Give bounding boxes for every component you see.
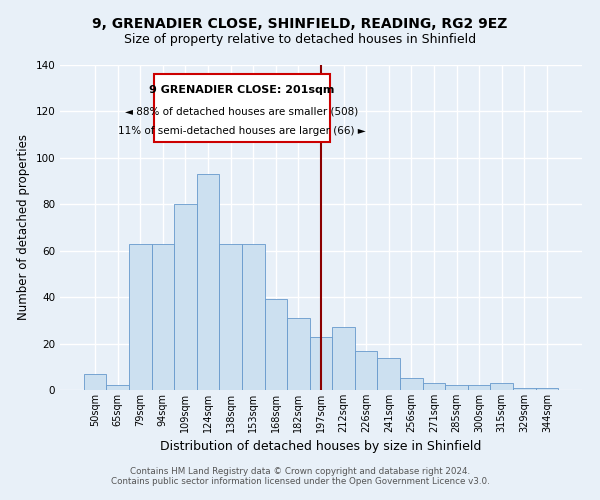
Text: ◄ 88% of detached houses are smaller (508): ◄ 88% of detached houses are smaller (50… (125, 106, 359, 117)
Bar (310, 336, 332, 390)
Text: Contains public sector information licensed under the Open Government Licence v3: Contains public sector information licen… (110, 477, 490, 486)
Bar (197, 174, 220, 390)
Bar (445, 386, 468, 390)
Bar (513, 388, 536, 390)
Bar (242, 244, 265, 390)
X-axis label: Distribution of detached houses by size in Shinfield: Distribution of detached houses by size … (160, 440, 482, 454)
Y-axis label: Number of detached properties: Number of detached properties (17, 134, 30, 320)
Bar (355, 350, 377, 390)
Bar (152, 244, 174, 390)
Bar (129, 244, 152, 390)
Bar (220, 244, 242, 390)
Bar (84, 374, 106, 390)
Bar (422, 383, 445, 390)
Text: Size of property relative to detached houses in Shinfield: Size of property relative to detached ho… (124, 32, 476, 46)
Bar (106, 386, 129, 390)
Bar (377, 358, 400, 390)
Text: Contains HM Land Registry data © Crown copyright and database right 2024.: Contains HM Land Registry data © Crown c… (130, 467, 470, 476)
Text: 9, GRENADIER CLOSE, SHINFIELD, READING, RG2 9EZ: 9, GRENADIER CLOSE, SHINFIELD, READING, … (92, 18, 508, 32)
Bar (400, 378, 422, 390)
FancyBboxPatch shape (154, 74, 330, 142)
Bar (468, 386, 490, 390)
Bar (174, 204, 197, 390)
Bar (490, 383, 513, 390)
Text: 9 GRENADIER CLOSE: 201sqm: 9 GRENADIER CLOSE: 201sqm (149, 86, 335, 96)
Bar (332, 328, 355, 390)
Bar (265, 300, 287, 390)
Bar (287, 318, 310, 390)
Text: 11% of semi-detached houses are larger (66) ►: 11% of semi-detached houses are larger (… (118, 126, 366, 136)
Bar (536, 388, 558, 390)
